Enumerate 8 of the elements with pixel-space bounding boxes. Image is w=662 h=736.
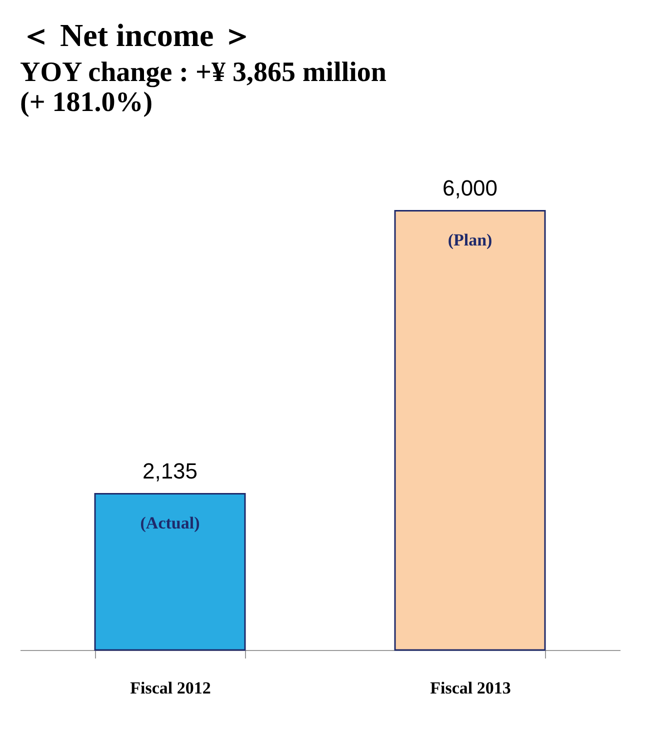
chart-subtitle: YOY change : +¥ 3,865 million (+ 181.0%) [20, 57, 387, 118]
x-tick-label: Fiscal 2013 [430, 678, 511, 698]
annotation: (Actual) [140, 514, 200, 533]
chart-title: ＜ Net income ＞ [20, 17, 254, 53]
data-label: 2,135 [142, 458, 198, 484]
x-tick-label: Fiscal 2012 [130, 678, 211, 698]
data-label: 6,000 [442, 176, 498, 201]
annotation: (Plan) [448, 230, 492, 250]
